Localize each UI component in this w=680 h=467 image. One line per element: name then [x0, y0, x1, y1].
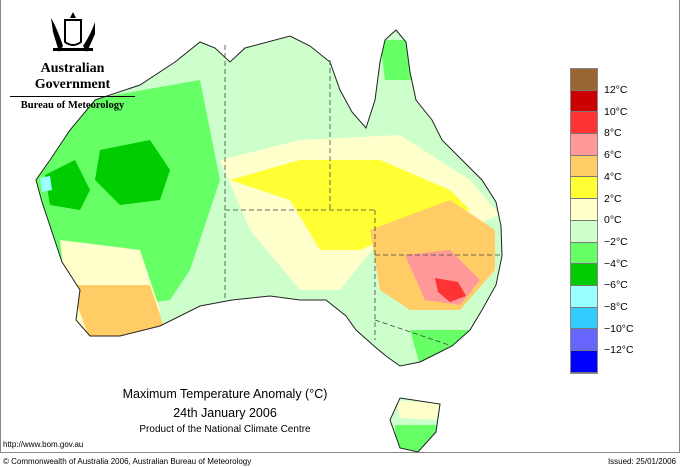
legend-swatch [571, 69, 597, 91]
bureau-name: Bureau of Meteorology [20, 100, 125, 111]
legend-swatch [571, 155, 597, 178]
legend-swatch [571, 350, 597, 373]
copyright: © Commonwealth of Australia 2006, Austra… [3, 457, 252, 466]
logo-divider [10, 96, 135, 97]
legend-label: 0°C [604, 214, 622, 227]
tasmania-coastline [389, 397, 441, 453]
government-name: Australian Government [34, 61, 111, 92]
legend-swatch [571, 264, 597, 286]
legend-label: −6°C [604, 279, 628, 292]
legend-swatch [571, 220, 597, 243]
legend-label: 10°C [604, 105, 628, 118]
legend-label: 4°C [604, 170, 622, 183]
region-minus2-to-minus4-southeast [410, 330, 470, 366]
legend-swatch [571, 285, 597, 308]
issued-date: Issued: 25/01/2006 [607, 457, 676, 466]
legend-label: 8°C [604, 127, 622, 140]
legend-label: −4°C [604, 257, 628, 270]
region-8-to-10-east [435, 278, 466, 302]
website-link[interactable]: http://www.bom.gov.au [3, 440, 84, 449]
legend-label: 2°C [604, 192, 622, 205]
legend-label: −8°C [604, 301, 628, 313]
map-title: Maximum Temperature Anomaly (°C) [122, 387, 328, 401]
region-minus2-to-minus4-tasmania [395, 425, 440, 452]
legend-label: −10°C [604, 322, 634, 335]
legend-label: 12°C [604, 84, 628, 96]
legend-swatch [571, 329, 597, 351]
legend-swatch [571, 90, 597, 113]
region-minus4-to-minus6-west [95, 140, 170, 205]
government-logo: Australian Government Bureau of Meteorol… [10, 10, 135, 111]
legend-label: 6°C [604, 149, 622, 162]
map-date: 24th January 2006 [173, 406, 277, 420]
legend-swatch [571, 177, 597, 200]
region-minus4-to-minus6-coast [45, 160, 90, 210]
legend-swatch [571, 307, 597, 330]
coat-of-arms-icon [50, 12, 95, 52]
legend-swatch [571, 134, 597, 156]
color-legend [570, 68, 598, 374]
legend-swatch [571, 199, 597, 221]
region-4-to-6-southwest [70, 285, 165, 340]
legend-swatch [571, 242, 597, 265]
region-minus6-to-minus8 [40, 176, 52, 192]
legend-label: −12°C [604, 344, 634, 357]
region-minus2-to-minus4-capeyork [380, 40, 412, 80]
state-borders [224, 45, 500, 347]
legend-label: −2°C [604, 235, 628, 248]
region-0-to-2-tasmania [396, 400, 440, 420]
map-product: Product of the National Climate Centre [139, 424, 311, 435]
legend-swatch [571, 112, 597, 135]
